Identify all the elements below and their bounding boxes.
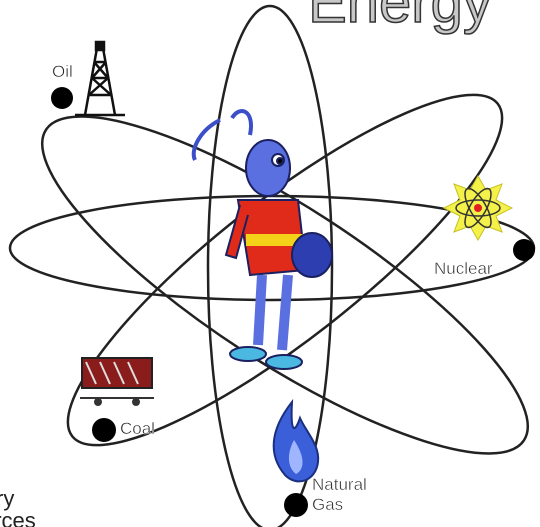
nuclear-label: Nuclear	[434, 259, 493, 278]
coal-icon	[80, 358, 154, 406]
title: Energy	[308, 0, 492, 35]
caption-line2: urces	[0, 508, 36, 527]
nuclear-node	[513, 239, 535, 261]
gas-label-line1: Natural	[312, 475, 367, 494]
gas-label-line2: Gas	[312, 495, 343, 514]
coal-label: Coal	[120, 419, 155, 438]
oil-label: Oil	[52, 62, 73, 81]
nuclear-icon	[444, 176, 512, 240]
gas-icon	[274, 402, 319, 481]
oil-icon	[75, 42, 125, 115]
oil-node	[51, 87, 73, 109]
coal-node	[92, 418, 116, 442]
gas-node	[284, 493, 308, 517]
energy-illustration: Energy Oil Nuclear Coal	[0, 0, 540, 527]
